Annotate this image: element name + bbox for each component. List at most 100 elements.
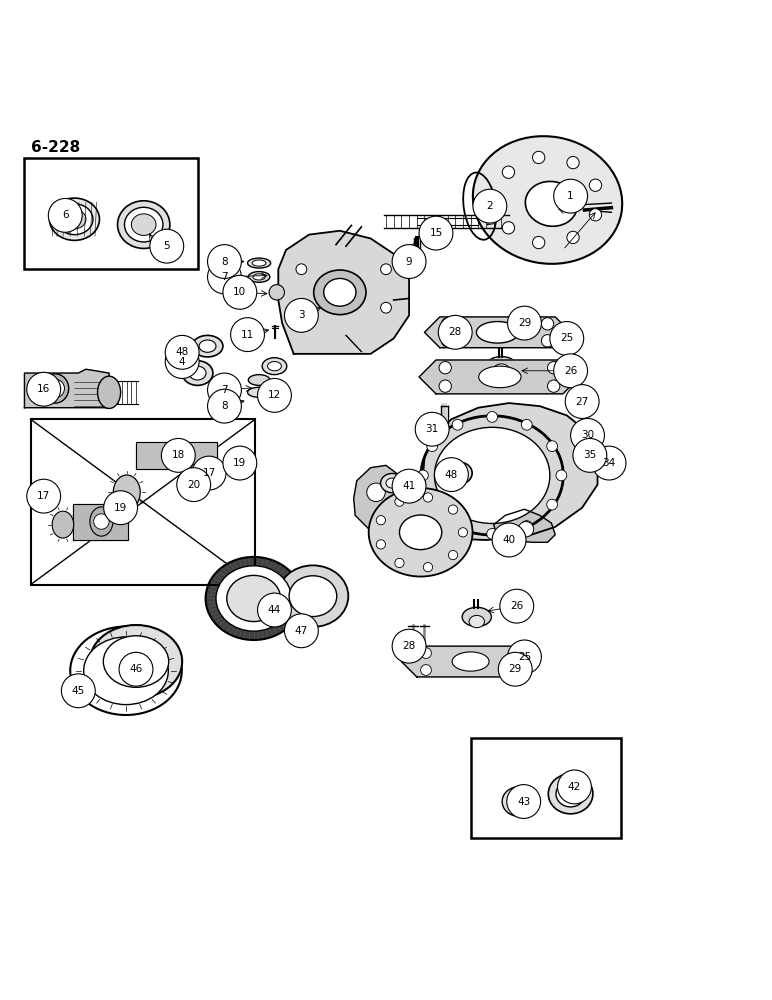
Circle shape — [165, 335, 199, 369]
Ellipse shape — [462, 607, 492, 627]
Text: 17: 17 — [202, 468, 215, 478]
Ellipse shape — [216, 566, 291, 631]
Ellipse shape — [164, 440, 192, 471]
Text: 17: 17 — [37, 491, 50, 501]
Ellipse shape — [52, 511, 73, 538]
Circle shape — [296, 310, 306, 321]
Circle shape — [223, 446, 257, 480]
Circle shape — [571, 418, 604, 452]
Circle shape — [507, 640, 541, 674]
Circle shape — [27, 372, 61, 406]
Circle shape — [394, 558, 404, 568]
Circle shape — [547, 441, 557, 452]
Circle shape — [419, 216, 453, 250]
Circle shape — [231, 318, 265, 352]
Circle shape — [510, 665, 520, 675]
Circle shape — [449, 550, 458, 560]
Circle shape — [547, 362, 560, 374]
Circle shape — [392, 629, 426, 663]
Polygon shape — [493, 509, 555, 542]
Text: 26: 26 — [564, 366, 577, 376]
Ellipse shape — [369, 488, 472, 577]
Ellipse shape — [268, 362, 281, 371]
Polygon shape — [425, 317, 571, 348]
Circle shape — [567, 156, 579, 169]
Circle shape — [258, 378, 291, 412]
Circle shape — [415, 412, 449, 446]
Circle shape — [439, 362, 452, 374]
Polygon shape — [354, 465, 413, 531]
Circle shape — [487, 528, 497, 539]
Ellipse shape — [189, 366, 206, 380]
Circle shape — [161, 438, 195, 472]
Circle shape — [192, 456, 226, 490]
Circle shape — [589, 179, 601, 191]
Text: 11: 11 — [241, 330, 254, 340]
Ellipse shape — [252, 260, 266, 266]
Circle shape — [442, 335, 454, 347]
Polygon shape — [386, 403, 598, 540]
Circle shape — [46, 379, 65, 398]
Ellipse shape — [381, 473, 404, 493]
Text: 28: 28 — [449, 327, 462, 337]
Circle shape — [284, 614, 318, 648]
Circle shape — [381, 302, 391, 313]
Text: 41: 41 — [402, 481, 415, 491]
Ellipse shape — [486, 357, 516, 376]
Circle shape — [521, 521, 532, 531]
Ellipse shape — [97, 376, 120, 408]
Circle shape — [208, 245, 242, 278]
Text: 28: 28 — [402, 641, 415, 651]
Ellipse shape — [63, 210, 86, 229]
Ellipse shape — [556, 781, 585, 807]
Circle shape — [27, 479, 61, 513]
Circle shape — [554, 354, 587, 388]
Circle shape — [554, 179, 587, 213]
Ellipse shape — [548, 774, 593, 814]
Circle shape — [550, 322, 584, 355]
Ellipse shape — [397, 515, 445, 531]
Ellipse shape — [476, 322, 519, 343]
Ellipse shape — [479, 366, 521, 388]
Circle shape — [103, 491, 137, 525]
Circle shape — [177, 468, 211, 502]
Ellipse shape — [117, 201, 170, 248]
Text: 16: 16 — [37, 384, 50, 394]
Ellipse shape — [388, 516, 453, 536]
Ellipse shape — [113, 475, 141, 510]
Text: 48: 48 — [175, 347, 189, 357]
Circle shape — [439, 380, 452, 392]
Circle shape — [518, 522, 533, 537]
Text: 19: 19 — [233, 458, 246, 468]
Ellipse shape — [249, 272, 270, 282]
Circle shape — [392, 245, 426, 278]
Ellipse shape — [249, 375, 270, 385]
Ellipse shape — [192, 335, 223, 357]
Text: 6-228: 6-228 — [31, 140, 80, 155]
Text: 42: 42 — [568, 782, 581, 792]
Text: 3: 3 — [298, 310, 305, 320]
Ellipse shape — [323, 278, 356, 306]
Ellipse shape — [253, 274, 266, 280]
Circle shape — [421, 665, 432, 675]
Circle shape — [498, 652, 532, 686]
Circle shape — [507, 306, 541, 340]
Circle shape — [421, 648, 432, 658]
Circle shape — [367, 483, 385, 502]
Text: 12: 12 — [268, 390, 281, 400]
Ellipse shape — [452, 652, 489, 671]
Circle shape — [506, 785, 540, 818]
Circle shape — [541, 318, 554, 330]
Text: 47: 47 — [295, 626, 308, 636]
Circle shape — [473, 189, 506, 223]
Circle shape — [223, 275, 257, 309]
Circle shape — [381, 264, 391, 275]
Circle shape — [452, 521, 463, 531]
Text: 19: 19 — [114, 503, 127, 513]
Circle shape — [503, 166, 515, 178]
Text: 29: 29 — [518, 318, 531, 328]
Ellipse shape — [399, 515, 442, 550]
Circle shape — [169, 446, 188, 465]
Text: 35: 35 — [583, 450, 597, 460]
Ellipse shape — [90, 507, 113, 536]
